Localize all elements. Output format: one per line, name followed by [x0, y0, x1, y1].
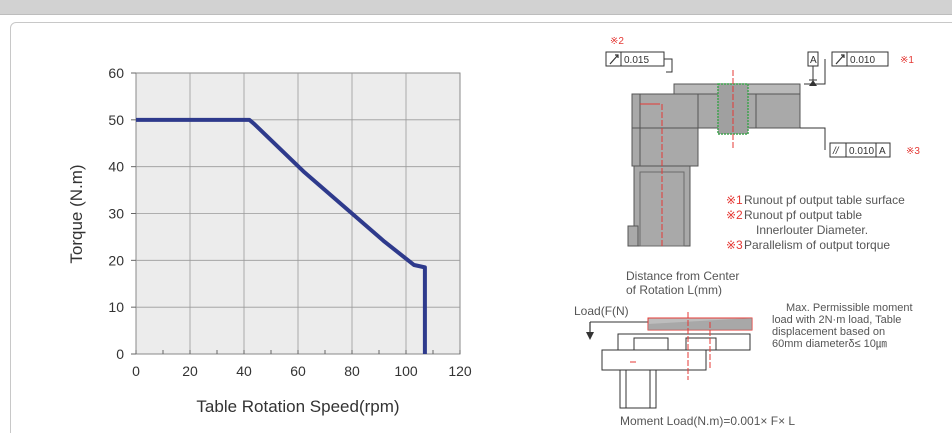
note3-mark: ※3 [906, 146, 920, 157]
runout-frame-right: 0.010 [831, 51, 889, 67]
max-moment-line-2: load with 2N·m load, Table [772, 314, 901, 326]
y-tick-label: 50 [108, 112, 124, 128]
load-arrow-icon [586, 332, 594, 340]
note1-mark: ※1 [900, 55, 914, 66]
legend-text-4: Parallelism of output torque [744, 238, 890, 252]
parallel-frame: // 0.010 A [800, 127, 891, 158]
runout-frame-left: 0.015 [605, 51, 665, 67]
torque-speed-chart: 0 20 40 60 80 100 120 0 10 20 30 40 50 60 Table Rota… [67, 65, 472, 416]
legend-notes: ※1 Runout pf output table surface ※2 Run… [726, 193, 905, 252]
moment-formula: Moment Load(N.m)=0.001× F× L [620, 414, 795, 428]
parallel-icon: // [832, 146, 840, 157]
x-tick-label: 60 [290, 363, 306, 379]
legend-text-2: Runout pf output table [744, 208, 862, 222]
x-tick-label: 20 [182, 363, 198, 379]
y-tick-label: 40 [108, 159, 124, 175]
leader-left [664, 58, 673, 73]
max-moment-line-4: 60mm diameterδ≤ 10㎛ [772, 338, 887, 350]
x-axis-label: Table Rotation Speed(rpm) [196, 397, 399, 416]
runout-arrow-icon [609, 54, 619, 65]
x-tick-label: 40 [236, 363, 252, 379]
y-axis-label: Torque (N.m) [67, 164, 86, 263]
x-tick-labels: 0 20 40 60 80 100 120 [132, 363, 472, 379]
minor-ticks [131, 72, 461, 355]
legend-mark-2: ※2 [726, 208, 743, 222]
y-tick-label: 60 [108, 65, 124, 81]
leader-right [804, 59, 826, 85]
x-tick-label: 80 [344, 363, 360, 379]
max-moment-line-3: displacement based on [772, 326, 885, 338]
parallel-datum: A [879, 146, 886, 157]
runout-value-left: 0.015 [624, 55, 649, 66]
runout-value-right: 0.010 [850, 55, 875, 66]
note2-mark: ※2 [610, 36, 624, 47]
tolerance-diagram: ※2 0.015 A 0.010 ※1 [574, 36, 920, 428]
load-part [586, 312, 753, 409]
y-tick-label: 20 [108, 252, 124, 268]
torque-series-line [136, 117, 427, 354]
legend-mark-4: ※3 [726, 238, 743, 252]
x-tick-label: 120 [448, 363, 472, 379]
parallel-value: 0.010 [849, 146, 874, 157]
legend-text-1: Runout pf output table surface [744, 193, 905, 207]
distance-label-2: of Rotation L(mm) [626, 283, 722, 297]
distance-label-1: Distance from Center [626, 269, 739, 283]
top-bar [0, 0, 952, 15]
x-tick-label: 0 [132, 363, 140, 379]
runout-arrow-icon-2 [835, 54, 845, 65]
load-label: Load(F(N) [574, 304, 629, 318]
max-moment-line-1: Max. Permissible moment [786, 302, 913, 314]
y-tick-label: 30 [108, 206, 124, 222]
y-tick-labels: 0 10 20 30 40 50 60 [108, 65, 124, 362]
datum-triangle-icon [809, 80, 817, 86]
datum-a-label: A [810, 55, 817, 66]
datum-a-frame: A [807, 51, 819, 86]
x-tick-label: 100 [394, 363, 418, 379]
max-moment-text: Max. Permissible moment load with 2N·m l… [772, 302, 913, 350]
y-tick-label: 0 [116, 346, 124, 362]
legend-text-3: Innerlouter Diameter. [756, 223, 868, 237]
legend-mark-1: ※1 [726, 193, 743, 207]
y-tick-label: 10 [108, 299, 124, 315]
actuator-part [627, 70, 801, 247]
